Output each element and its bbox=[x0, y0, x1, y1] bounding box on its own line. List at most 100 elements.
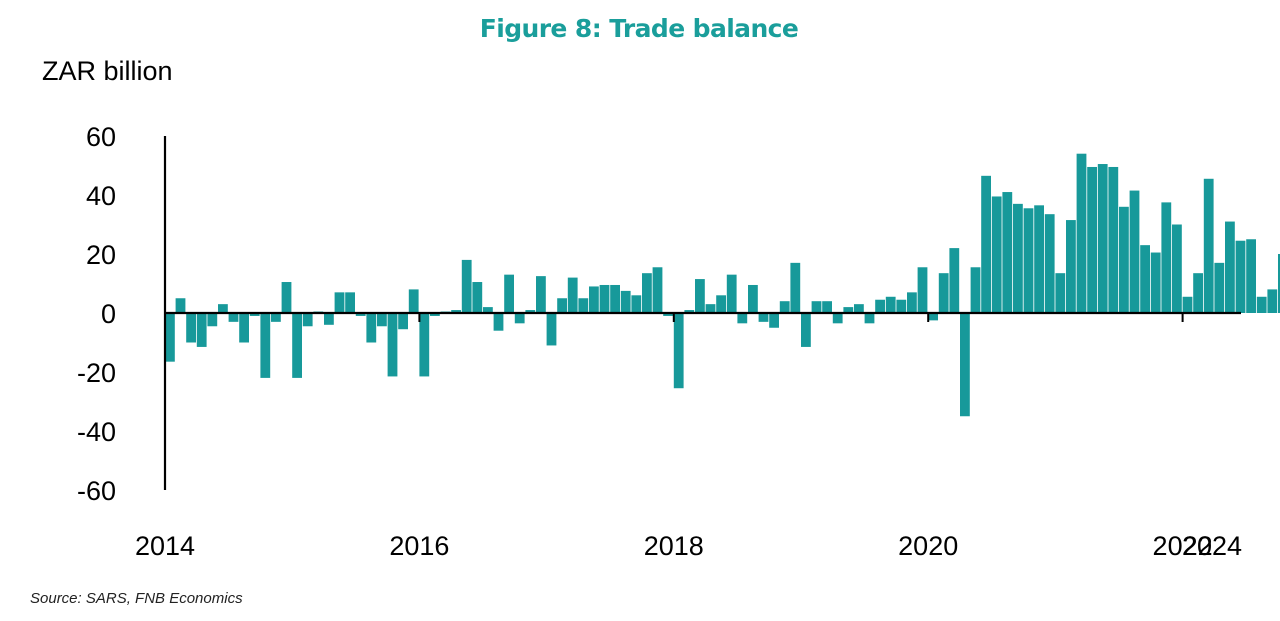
bar bbox=[631, 295, 642, 313]
bar bbox=[949, 248, 960, 313]
bar bbox=[249, 313, 260, 316]
x-tick-label: 2018 bbox=[644, 531, 704, 561]
bar bbox=[832, 313, 843, 324]
bar bbox=[737, 313, 748, 324]
bar bbox=[207, 313, 218, 327]
bar bbox=[907, 292, 917, 313]
bar bbox=[1013, 203, 1023, 313]
bar bbox=[1161, 202, 1172, 314]
bar bbox=[917, 267, 928, 313]
bar bbox=[758, 313, 769, 322]
x-tick-label: 2016 bbox=[389, 531, 449, 561]
bar bbox=[1044, 214, 1055, 313]
bar bbox=[366, 313, 377, 343]
y-tick-label: 20 bbox=[86, 240, 116, 270]
bar bbox=[387, 313, 398, 377]
bar bbox=[1256, 296, 1267, 313]
bar bbox=[769, 313, 779, 328]
bar bbox=[419, 313, 430, 377]
bar bbox=[1182, 296, 1193, 313]
bar bbox=[779, 301, 790, 313]
bar bbox=[1246, 239, 1256, 313]
bar bbox=[1150, 252, 1161, 313]
bar bbox=[928, 313, 938, 321]
bar bbox=[1108, 166, 1119, 313]
x-tick-label: 2022 bbox=[1153, 531, 1213, 561]
bar bbox=[938, 273, 949, 313]
bar bbox=[355, 313, 366, 316]
bar bbox=[1214, 262, 1225, 313]
bar bbox=[1002, 192, 1013, 313]
y-axis-unit-label: ZAR billion bbox=[42, 56, 173, 86]
bar bbox=[567, 277, 578, 313]
bar bbox=[822, 301, 832, 313]
bar bbox=[748, 284, 758, 313]
y-tick-label: 0 bbox=[101, 299, 116, 329]
bar bbox=[695, 279, 705, 313]
bar bbox=[790, 262, 801, 313]
bar bbox=[843, 307, 854, 313]
bar bbox=[684, 310, 695, 313]
bar bbox=[493, 313, 504, 331]
y-tick-label: 40 bbox=[86, 181, 116, 211]
bar bbox=[642, 273, 652, 313]
bar bbox=[472, 282, 483, 313]
bar bbox=[864, 313, 875, 324]
bar bbox=[801, 313, 811, 347]
x-tick-label: 2024 bbox=[1182, 531, 1242, 561]
x-tick-label: 2014 bbox=[135, 531, 195, 561]
bar bbox=[854, 304, 864, 313]
chart-title: Figure 8: Trade balance bbox=[479, 14, 799, 43]
bar bbox=[981, 175, 991, 313]
bar bbox=[885, 296, 896, 313]
bar bbox=[483, 307, 493, 313]
bar bbox=[228, 313, 239, 322]
bar bbox=[705, 304, 716, 313]
bar bbox=[430, 313, 440, 316]
bar bbox=[324, 313, 334, 325]
bar bbox=[186, 313, 196, 343]
y-tick-label: -40 bbox=[77, 417, 116, 447]
bar bbox=[1023, 208, 1034, 313]
bar bbox=[504, 274, 514, 313]
bar bbox=[239, 313, 249, 343]
source-note: Source: SARS, FNB Economics bbox=[30, 590, 243, 607]
bar bbox=[620, 290, 631, 314]
bar bbox=[610, 284, 620, 313]
y-tick-label: 60 bbox=[86, 122, 116, 152]
bar bbox=[1034, 205, 1044, 313]
bar bbox=[408, 289, 419, 313]
bar bbox=[1087, 166, 1097, 313]
bar bbox=[960, 313, 970, 417]
bar bbox=[271, 313, 281, 322]
bar bbox=[1129, 190, 1140, 313]
bar bbox=[398, 313, 408, 330]
bar bbox=[1076, 153, 1087, 313]
bar bbox=[1193, 273, 1203, 313]
bar bbox=[377, 313, 387, 327]
bar bbox=[451, 310, 461, 313]
bar bbox=[1278, 254, 1280, 313]
bar bbox=[281, 282, 292, 313]
bars-layer bbox=[165, 153, 1280, 417]
bar bbox=[292, 313, 302, 378]
bar bbox=[345, 292, 355, 313]
bar bbox=[514, 313, 525, 324]
bar bbox=[1267, 289, 1278, 313]
bar bbox=[811, 301, 822, 313]
bar bbox=[652, 267, 663, 313]
bar bbox=[970, 267, 981, 313]
bar bbox=[175, 298, 186, 313]
bar bbox=[546, 313, 557, 346]
bar bbox=[896, 299, 907, 313]
bar bbox=[991, 196, 1002, 313]
bar bbox=[716, 295, 726, 313]
bar bbox=[461, 259, 472, 313]
y-tick-label: -60 bbox=[77, 476, 116, 506]
bar bbox=[599, 284, 610, 313]
axes-layer bbox=[163, 136, 1241, 490]
bar bbox=[1203, 178, 1214, 313]
bar bbox=[218, 304, 228, 313]
bar bbox=[525, 310, 536, 313]
